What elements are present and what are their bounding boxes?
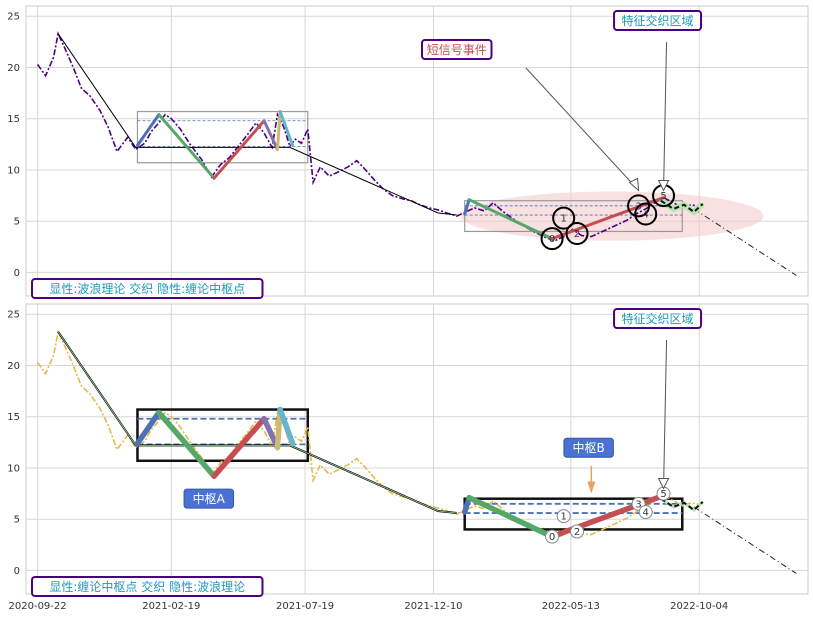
zhongshu-a-label-text: 中枢A <box>193 491 226 506</box>
top-signal-arrow-shaft <box>525 67 639 191</box>
bottom-projection-line <box>693 506 797 574</box>
bottom-caption-text: 显性:缠论中枢点 交织 隐性:波浪理论 <box>49 579 245 594</box>
zhongshu-b-label-box <box>563 437 614 458</box>
top-y-tick-label: 0 <box>14 268 20 279</box>
x-tick-label: 2022-05-13 <box>542 601 600 612</box>
top-plot-frame <box>25 5 809 297</box>
x-tick-label: 2022-10-04 <box>670 601 728 612</box>
top-region-arrow-head <box>657 179 670 192</box>
top-wave-segment <box>262 119 279 151</box>
top-y-tick-label: 5 <box>14 217 20 228</box>
bottom-wave-segment <box>211 416 267 479</box>
zhongshu-b-label-text: 中枢B <box>573 440 605 455</box>
top-point-marker <box>634 202 658 226</box>
top-point-marker <box>627 194 651 218</box>
top-point-marker <box>565 221 589 245</box>
bottom-zhongshu-box <box>136 408 310 463</box>
bottom-y-tick-label: 20 <box>7 361 20 372</box>
top-wave-segment <box>136 113 161 147</box>
x-tick-label: 2021-12-10 <box>404 601 462 612</box>
top-caption-text: 显性:波浪理论 交织 隐性:缠论中枢点 <box>49 281 245 296</box>
x-tick-label: 2021-07-19 <box>276 601 334 612</box>
x-tick-label: 2021-02-19 <box>142 601 200 612</box>
bottom-wave-segment <box>277 406 296 447</box>
top-point-marker <box>552 206 576 230</box>
top-trend-line <box>57 33 457 216</box>
bottom-point-label: 0 <box>549 532 555 543</box>
x-tick-label: 2020-09-22 <box>9 601 67 612</box>
top-caption-box <box>31 278 264 299</box>
bottom-caption-box <box>31 576 264 597</box>
top-y-tick-label: 10 <box>7 165 20 176</box>
top-y-tick-label: 20 <box>7 63 20 74</box>
top-point-label: 4 <box>643 210 649 221</box>
top-point-label: 0 <box>549 234 555 245</box>
bottom-point-label: 2 <box>574 527 580 538</box>
bottom-y-tick-label: 15 <box>7 412 20 423</box>
bottom-trend-highlight <box>57 331 457 514</box>
top-region-label-box <box>613 10 703 31</box>
bottom-point-marker <box>638 505 653 520</box>
bottom-wave-segment <box>466 494 555 540</box>
top-projection-dash <box>660 199 704 214</box>
top-wave-segment <box>276 110 282 151</box>
bottom-region-label-text: 特征交织区域 <box>622 311 694 326</box>
bottom-region-label-box <box>613 308 703 329</box>
bottom-y-tick-label: 5 <box>14 515 20 526</box>
zhongshu-a-label-box <box>183 488 235 509</box>
bottom-point-label: 5 <box>660 489 666 500</box>
bottom-plot-frame <box>25 303 809 595</box>
top-wave-segment <box>212 119 266 180</box>
top-signal-label-text: 短信号事件 <box>427 43 487 57</box>
bottom-projection-dash <box>660 497 704 512</box>
bottom-point-label: 1 <box>560 512 566 523</box>
top-wave-segment <box>463 198 471 216</box>
top-signal-arrow-head <box>628 177 640 192</box>
bottom-point-marker <box>556 509 571 524</box>
bottom-point-label: 4 <box>643 508 649 519</box>
bottom-point-marker <box>545 529 560 544</box>
top-signal-label-box <box>421 39 493 60</box>
top-point-label: 2 <box>574 229 580 240</box>
top-wave-segment <box>278 110 295 147</box>
top-wave-segment <box>467 198 554 241</box>
top-y-tick-label: 25 <box>7 12 20 23</box>
top-point-label: 1 <box>560 214 566 225</box>
bottom-point-label: 3 <box>635 499 641 510</box>
bottom-region-arrow-head <box>657 477 670 490</box>
bottom-wave-segment <box>134 409 162 447</box>
top-projection-line <box>693 208 797 276</box>
top-price-line <box>36 31 701 242</box>
bottom-y-tick-label: 25 <box>7 310 20 321</box>
top-wave-segment <box>157 113 216 180</box>
top-point-label: 5 <box>660 191 666 202</box>
bottom-y-tick-label: 10 <box>7 463 20 474</box>
bottom-y-tick-label: 0 <box>14 566 20 577</box>
top-zhongshu-box <box>136 110 309 164</box>
top-region-label-text: 特征交织区域 <box>622 13 694 28</box>
top-point-marker <box>540 227 564 251</box>
top-y-tick-label: 15 <box>7 114 20 125</box>
bottom-wave-segment <box>156 409 217 479</box>
bottom-region-arrow-shaft <box>663 339 668 489</box>
zhongshu-b-arrow-head <box>587 481 596 494</box>
bottom-point-marker <box>570 524 585 539</box>
x-axis: 2020-09-22 2021-02-19 2021-07-19 2021-12-10… <box>9 601 729 612</box>
top-region-arrow-shaft <box>663 41 668 191</box>
